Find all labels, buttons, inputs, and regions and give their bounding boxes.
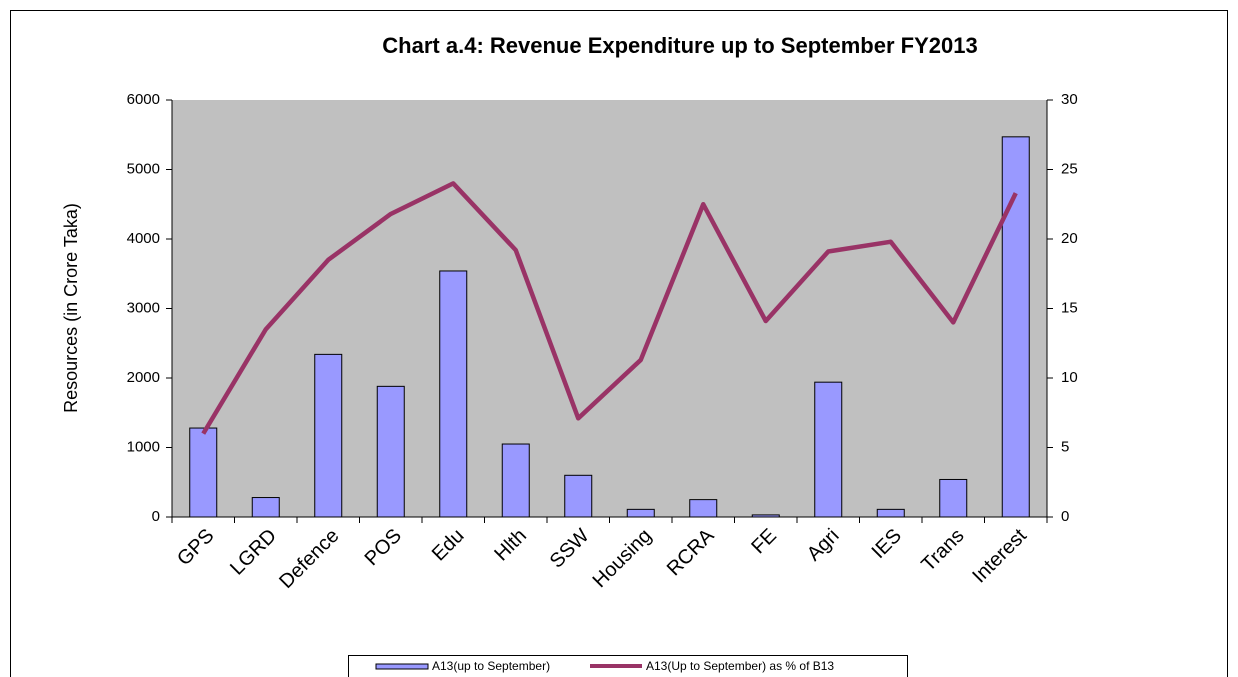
bar [876, 508, 905, 518]
y2-tick-label: 30 [1061, 91, 1078, 108]
y2-tick-label: 15 [1061, 299, 1078, 316]
bar [501, 443, 530, 518]
legend-label: A13(Up to September) as % of B13 [646, 659, 834, 673]
y-tick-label: 0 [152, 508, 160, 525]
y-tick-label: 1000 [127, 438, 160, 455]
bar [189, 427, 218, 518]
bar [626, 508, 655, 518]
bar [314, 353, 343, 518]
bar [939, 478, 968, 518]
bar [564, 474, 593, 518]
y-tick-label: 2000 [127, 369, 160, 386]
bar [1001, 136, 1030, 518]
legend-label: A13(up to September) [432, 659, 550, 673]
legend-swatch [375, 663, 429, 670]
y-tick-label: 6000 [127, 91, 160, 108]
plot-area [172, 100, 1047, 517]
bar [251, 497, 280, 518]
y2-tick-label: 5 [1061, 438, 1069, 455]
y-tick-label: 3000 [127, 299, 160, 316]
y2-tick-label: 10 [1061, 369, 1078, 386]
y2-tick-label: 25 [1061, 160, 1078, 177]
y-tick-label: 5000 [127, 160, 160, 177]
y2-tick-label: 0 [1061, 508, 1069, 525]
bar [689, 499, 718, 518]
bar [814, 381, 843, 518]
y2-tick-label: 20 [1061, 230, 1078, 247]
y-axis-label: Resources (in Crore Taka) [61, 203, 81, 413]
line [201, 181, 1018, 435]
y-tick-label: 4000 [127, 230, 160, 247]
chart-title: Chart a.4: Revenue Expenditure up to Sep… [382, 33, 977, 58]
bar [439, 270, 468, 518]
bar [376, 385, 405, 518]
